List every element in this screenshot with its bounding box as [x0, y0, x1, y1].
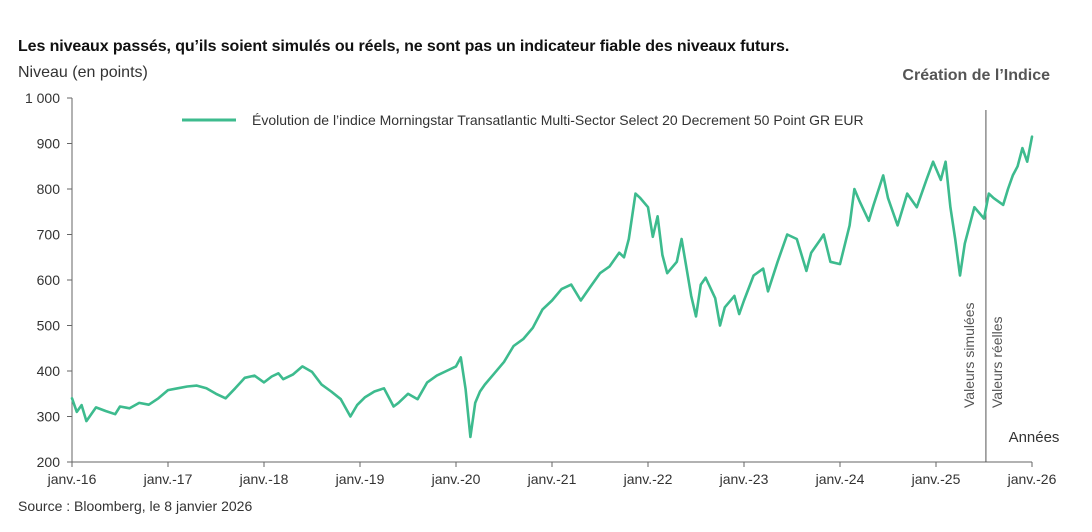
y-tick-label: 600 — [37, 272, 61, 288]
chart-legend: Évolution de l’indice Morningstar Transa… — [182, 112, 864, 128]
y-tick-label: 200 — [37, 454, 61, 470]
x-tick-label: janv.-17 — [143, 471, 193, 487]
source-note: Source : Bloomberg, le 8 janvier 2026 — [18, 498, 253, 514]
x-axis-title: Années — [1009, 429, 1060, 446]
x-tick-label: janv.-25 — [911, 471, 961, 487]
y-tick-label: 400 — [37, 363, 61, 379]
creation-marker: Valeurs simulées Valeurs réelles — [961, 110, 1005, 462]
chart-axes: 200 300 400 500 600 700 800 900 1 000 janv.-16 jan… — [25, 90, 1059, 487]
chart-series — [70, 135, 1034, 439]
creation-label: Création de l’Indice — [902, 67, 1050, 84]
x-tick-label: janv.-23 — [719, 471, 769, 487]
legend-label: Évolution de l’indice Morningstar Transa… — [252, 112, 864, 128]
y-tick-label: 300 — [37, 409, 61, 425]
y-tick-label: 700 — [37, 227, 61, 243]
y-axis-label: Niveau (en points) — [18, 64, 148, 81]
series-line — [70, 135, 1034, 439]
x-tick-label: janv.-24 — [815, 471, 865, 487]
x-tick-label: janv.-26 — [1007, 471, 1057, 487]
y-tick-label: 900 — [37, 136, 61, 152]
x-tick-label: janv.-21 — [527, 471, 577, 487]
real-values-label: Valeurs réelles — [989, 316, 1005, 408]
y-tick-label: 1 000 — [25, 90, 60, 106]
simulated-values-label: Valeurs simulées — [961, 302, 977, 408]
disclaimer: Les niveaux passés, qu’ils soient simulé… — [18, 38, 790, 55]
x-tick-label: janv.-19 — [335, 471, 385, 487]
x-tick-label: janv.-20 — [431, 471, 481, 487]
x-tick-label: janv.-16 — [47, 471, 97, 487]
y-tick-label: 500 — [37, 318, 61, 334]
y-tick-label: 800 — [37, 181, 61, 197]
x-tick-label: janv.-22 — [623, 471, 673, 487]
x-tick-label: janv.-18 — [239, 471, 289, 487]
